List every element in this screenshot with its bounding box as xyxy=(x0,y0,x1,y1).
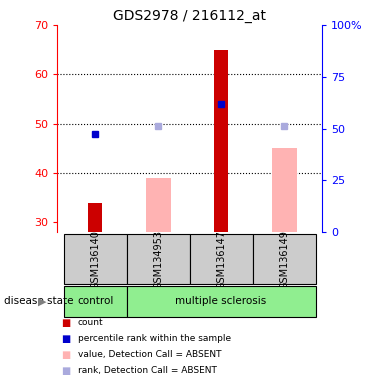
Bar xyxy=(127,286,316,317)
Text: value, Detection Call = ABSENT: value, Detection Call = ABSENT xyxy=(78,350,221,359)
Bar xyxy=(253,234,316,284)
Text: GSM136147: GSM136147 xyxy=(216,230,226,289)
Bar xyxy=(145,178,171,232)
Text: ▶: ▶ xyxy=(38,296,47,306)
Bar xyxy=(64,234,127,284)
Text: ■: ■ xyxy=(61,334,70,344)
Text: ■: ■ xyxy=(61,350,70,360)
Text: GSM136140: GSM136140 xyxy=(90,230,100,289)
Text: multiple sclerosis: multiple sclerosis xyxy=(175,296,267,306)
Text: control: control xyxy=(77,296,113,306)
Text: GSM134953: GSM134953 xyxy=(153,230,163,289)
Text: ■: ■ xyxy=(61,366,70,376)
Title: GDS2978 / 216112_at: GDS2978 / 216112_at xyxy=(113,8,266,23)
Text: GSM136149: GSM136149 xyxy=(279,230,289,289)
Text: disease state: disease state xyxy=(4,296,73,306)
Text: percentile rank within the sample: percentile rank within the sample xyxy=(78,334,231,343)
Bar xyxy=(127,234,190,284)
Bar xyxy=(189,234,253,284)
Bar xyxy=(64,286,127,317)
Bar xyxy=(88,203,102,232)
Bar xyxy=(214,50,228,232)
Text: ■: ■ xyxy=(61,318,70,328)
Text: rank, Detection Call = ABSENT: rank, Detection Call = ABSENT xyxy=(78,366,216,376)
Text: count: count xyxy=(78,318,103,327)
Bar xyxy=(272,148,297,232)
